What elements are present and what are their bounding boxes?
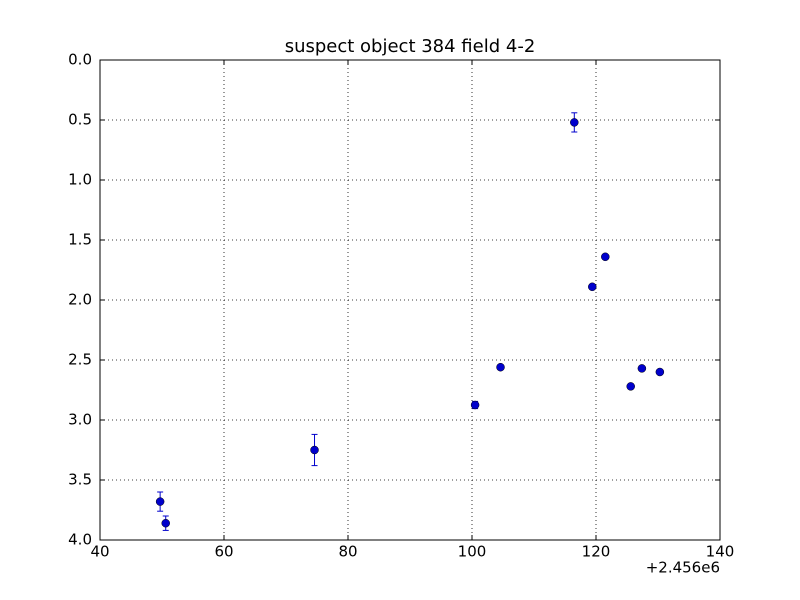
chart-title: suspect object 384 field 4-2 <box>285 36 536 57</box>
y-tick-label: 3.0 <box>68 411 92 429</box>
y-tick-label: 0.0 <box>68 51 92 69</box>
point <box>655 367 665 377</box>
point <box>161 518 170 528</box>
y-tick-label: 4.0 <box>68 531 92 549</box>
point <box>155 497 165 506</box>
point <box>637 364 647 373</box>
point <box>601 252 610 262</box>
x-tick-label: 100 <box>458 543 487 561</box>
y-tick-label: 3.5 <box>68 471 92 489</box>
point <box>470 400 480 410</box>
y-tick-label: 0.5 <box>68 111 92 129</box>
y-tick-label: 2.0 <box>68 291 92 309</box>
x-tick-label: 80 <box>338 543 357 561</box>
x-tick-label: 140 <box>706 543 735 561</box>
x-tick-label: 40 <box>90 543 109 561</box>
point <box>570 118 579 127</box>
point <box>626 382 635 391</box>
point <box>496 362 505 372</box>
y-tick-label: 2.5 <box>68 351 92 369</box>
x-tick-label: 60 <box>214 543 233 561</box>
point <box>310 445 319 455</box>
y-tick-label: 1.0 <box>68 171 92 189</box>
x-offset-label: +2.456e6 <box>646 559 720 577</box>
plot-frame <box>99 59 721 541</box>
y-tick-label: 1.5 <box>68 231 92 249</box>
x-tick-label: 120 <box>582 543 611 561</box>
point <box>588 282 597 292</box>
